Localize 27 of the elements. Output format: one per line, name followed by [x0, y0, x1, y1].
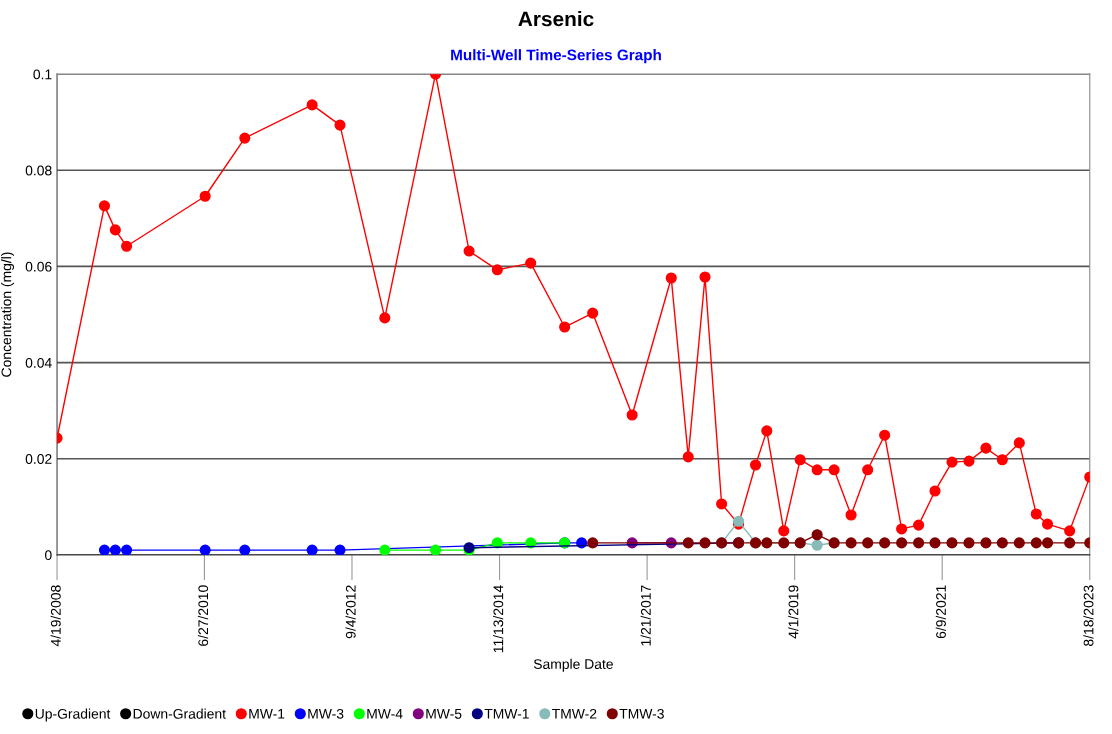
x-tick-label: 8/18/2023 — [1083, 585, 1094, 646]
y-tick-label: 0.08 — [25, 165, 52, 176]
chart-subtitle: Multi-Well Time-Series Graph — [451, 49, 661, 64]
y-tick-label: 0.02 — [25, 454, 52, 464]
x-tick-label: 6/27/2010 — [197, 585, 209, 646]
legend-label: Down-Gradient — [133, 708, 226, 719]
x-tick-label: 6/9/2021 — [935, 585, 946, 639]
x-axis-title: Sample Date — [533, 658, 613, 672]
legend-label: MW-4 — [367, 709, 403, 719]
legend-label: MW-5 — [426, 709, 462, 719]
y-tick-label: 0.1 — [33, 69, 52, 80]
y-tick-label: 0 — [45, 550, 52, 561]
y-tick-label: 0.06 — [25, 261, 52, 272]
legend-label: MW-3 — [308, 708, 344, 719]
y-axis-title: Concentration (mg/l) — [1, 252, 15, 377]
legend-label: TMW-2 — [552, 708, 597, 719]
legend-label: MW-1 — [249, 709, 285, 719]
legend-label: TMW-3 — [619, 708, 664, 719]
legend-label: Up-Gradient — [35, 708, 111, 722]
x-tick-label: 1/21/2017 — [640, 585, 651, 646]
x-tick-label: 11/13/2014 — [493, 585, 504, 653]
legend-label: TMW-1 — [484, 709, 529, 719]
x-tick-label: 9/4/2012 — [345, 585, 356, 639]
y-tick-label: 0.04 — [25, 357, 52, 368]
chart-title: Arsenic — [518, 11, 594, 27]
x-tick-label: 4/1/2019 — [788, 585, 799, 639]
x-tick-label: 4/19/2008 — [50, 585, 61, 647]
